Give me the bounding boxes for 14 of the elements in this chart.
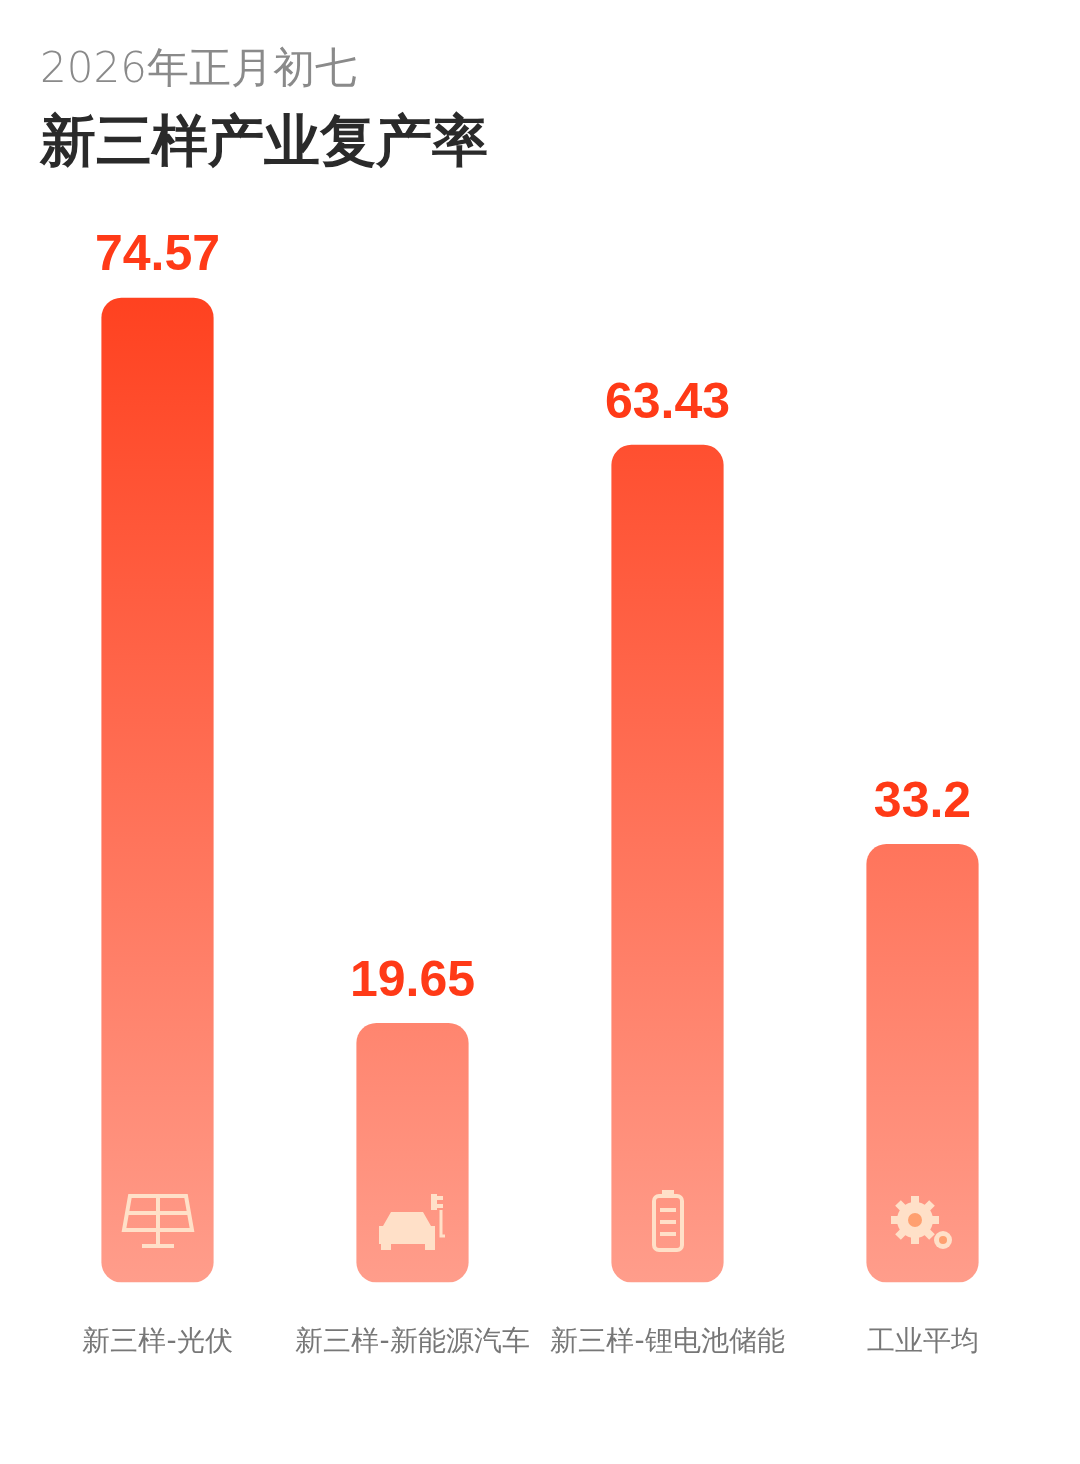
data-label: 19.65 (349, 950, 476, 1007)
data-label: 74.57 (94, 225, 221, 282)
x-tick-label: 新三样-光伏 (82, 1324, 233, 1358)
bar (356, 1022, 469, 1283)
data-label: 33.2 (873, 771, 972, 828)
data-label: 63.43 (604, 372, 731, 429)
bar (866, 843, 979, 1283)
chart-subtitle: 2026年正月初七 (40, 42, 357, 94)
bar (611, 444, 724, 1283)
x-tick-label: 工业平均 (866, 1324, 979, 1358)
bar (101, 297, 214, 1283)
x-tick-label: 新三样-锂电池储能 (550, 1324, 785, 1358)
x-tick-label: 新三样-新能源汽车 (295, 1324, 530, 1358)
chart-title: 新三样产业复产率 (40, 106, 488, 175)
